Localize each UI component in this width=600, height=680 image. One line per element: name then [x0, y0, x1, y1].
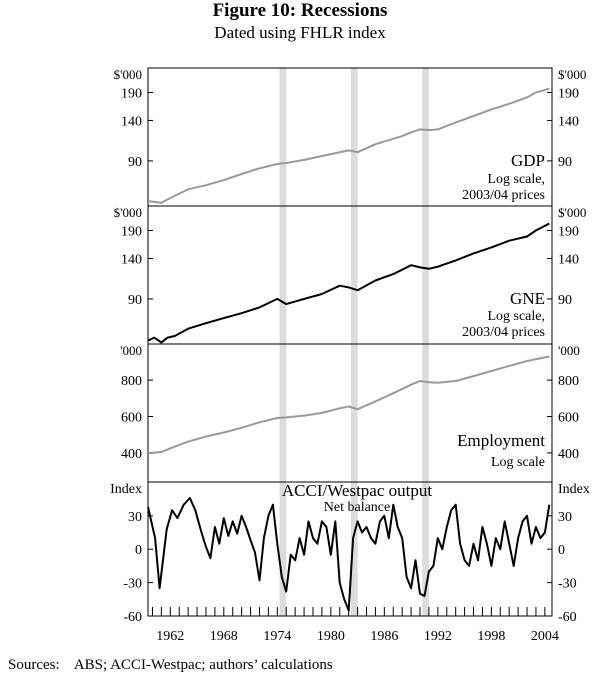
- gne-series-line: [147, 222, 550, 344]
- y-tick-label-left: -60: [123, 610, 142, 625]
- y-tick-label-right: 140: [558, 114, 579, 129]
- y-tick-label-left: -30: [123, 577, 142, 592]
- y-tick-label-right: 140: [558, 252, 579, 267]
- x-tick-label: 1986: [370, 629, 398, 644]
- plot-frame: [147, 67, 553, 617]
- chart-subtitle: Dated using FHLR index: [214, 23, 386, 42]
- y-tick-label-right: 190: [558, 86, 579, 101]
- y-tick-label-left: 600: [121, 411, 142, 426]
- y-tick-label-left: 90: [128, 293, 142, 308]
- y-tick-label-right: -60: [558, 610, 577, 625]
- gdp-series-note: 2003/04 prices: [462, 188, 545, 203]
- y-tick-label-left: 800: [121, 374, 142, 389]
- y-tick-label-right: 800: [558, 374, 579, 389]
- x-tick-label: 2004: [531, 629, 559, 644]
- x-tick-label: 1998: [477, 629, 505, 644]
- unit-label-left: $'000: [114, 205, 142, 220]
- unit-label-left: '000: [120, 343, 142, 358]
- survey-series-line: [147, 497, 551, 612]
- y-tick-label-right: 90: [558, 293, 572, 308]
- chart-title: Figure 10: Recessions: [212, 0, 388, 21]
- employment-series-note: Log scale: [491, 455, 545, 470]
- y-tick-label-right: 600: [558, 411, 579, 426]
- unit-label-right: '000: [558, 343, 580, 358]
- y-tick-label-left: 400: [121, 447, 142, 462]
- gne-series-note: 2003/04 prices: [462, 325, 545, 340]
- survey-series-label: ACCI/Westpac output: [282, 481, 432, 500]
- y-tick-label-right: 0: [558, 543, 565, 558]
- x-tick-label: 1992: [424, 629, 452, 644]
- unit-label-left: $'000: [114, 67, 142, 82]
- y-tick-label-right: 90: [558, 155, 572, 170]
- recession-band-1: [279, 68, 287, 616]
- unit-label-right: $'000: [558, 67, 586, 82]
- x-tick-label: 1974: [263, 629, 291, 644]
- y-tick-label-right: 30: [558, 510, 572, 525]
- x-tick-label: 1968: [210, 629, 238, 644]
- recession-band-2: [350, 68, 358, 616]
- gdp-series-line: [147, 87, 550, 204]
- gne-series-note: Log scale,: [487, 309, 545, 324]
- y-tick-label-left: 30: [128, 510, 142, 525]
- y-tick-label-left: 190: [121, 86, 142, 101]
- recession-band-3: [422, 68, 429, 616]
- employment-series-line: [147, 355, 550, 455]
- x-tick-label: 1962: [156, 629, 184, 644]
- sources-note: Sources: ABS; ACCI-Westpac; authors’ cal…: [8, 657, 333, 673]
- employment-series-label: Employment: [457, 431, 545, 450]
- y-tick-label-left: 140: [121, 114, 142, 129]
- y-tick-label-left: 140: [121, 252, 142, 267]
- y-tick-label-right: 400: [558, 447, 579, 462]
- gdp-series-label: GDP: [511, 151, 545, 170]
- gne-series-label: GNE: [510, 289, 545, 308]
- y-tick-label-left: 0: [135, 543, 142, 558]
- unit-label-right: Index: [558, 482, 590, 497]
- y-tick-label-left: 90: [128, 155, 142, 170]
- unit-label-right: $'000: [558, 205, 586, 220]
- unit-label-left: Index: [110, 482, 142, 497]
- x-tick-label: 1980: [317, 629, 345, 644]
- y-tick-label-right: -30: [558, 577, 577, 592]
- survey-series-note: Net balance: [324, 500, 390, 515]
- y-tick-label-left: 190: [121, 224, 142, 239]
- y-tick-label-right: 190: [558, 224, 579, 239]
- gdp-series-note: Log scale,: [487, 172, 545, 187]
